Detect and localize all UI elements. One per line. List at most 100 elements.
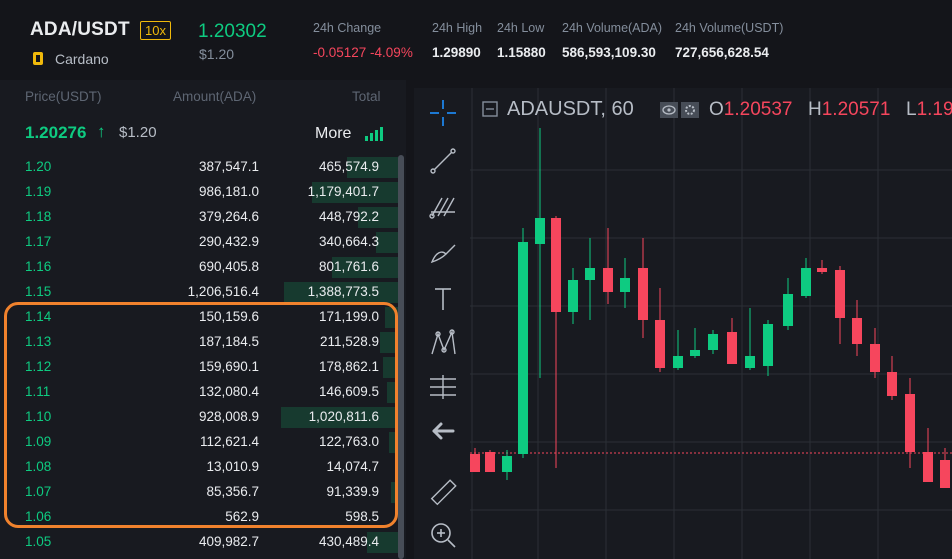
orderbook-row[interactable]: 1.06 562.9 598.5	[0, 505, 398, 530]
orderbook-row[interactable]: 1.11 132,080.4 146,609.5	[0, 380, 398, 405]
row-total: 171,199.0	[318, 309, 379, 324]
depth-bar	[281, 407, 398, 428]
candle	[518, 228, 528, 458]
col-amount-header: Amount(ADA)	[173, 89, 257, 104]
row-price: 1.15	[25, 284, 52, 299]
stat-value-change: -0.05127 -4.09%	[313, 45, 413, 60]
depth-bar	[389, 432, 398, 453]
orderbook-row[interactable]: 1.07 85,356.7 91,339.9	[0, 480, 398, 505]
ticker-header: ADA/USDT 10x Cardano 1.20302 $1.20 24h C…	[0, 0, 952, 80]
orderbook-row[interactable]: 1.19 986,181.0 1,179,401.7	[0, 180, 398, 205]
row-price: 1.05	[25, 534, 52, 549]
eye-gear-icon[interactable]	[660, 102, 700, 118]
orderbook-row[interactable]: 1.10 928,008.9 1,020,811.6	[0, 405, 398, 430]
text-icon[interactable]	[428, 284, 458, 314]
candle	[620, 258, 630, 308]
candle	[923, 428, 933, 482]
row-price: 1.13	[25, 334, 52, 349]
coin-name-link[interactable]: Cardano	[55, 51, 109, 67]
signal-bars-icon[interactable]	[365, 127, 385, 141]
orderbook-row[interactable]: 1.05 409,982.7 430,489.4	[0, 530, 398, 555]
row-total: 211,528.9	[319, 334, 379, 349]
orderbook-row[interactable]: 1.16 690,405.8 801,761.6	[0, 255, 398, 280]
candle	[690, 328, 700, 358]
row-total: 14,074.7	[326, 459, 379, 474]
candle	[551, 216, 561, 468]
orderbook-row[interactable]: 1.12 159,690.1 178,862.1	[0, 355, 398, 380]
chart-symbol-title[interactable]: ADAUSDT, 60	[507, 98, 634, 120]
row-total: 178,862.1	[318, 359, 379, 374]
row-amount: 409,982.7	[198, 534, 259, 549]
ruler-icon[interactable]	[428, 478, 458, 508]
leverage-badge[interactable]: 10x	[140, 21, 171, 40]
row-amount: 150,159.6	[198, 309, 259, 324]
row-total: 465,574.9	[318, 159, 379, 174]
collapse-icon[interactable]	[482, 101, 498, 117]
fib-icon[interactable]	[428, 192, 458, 222]
candle	[655, 288, 665, 372]
ohlc-high: H1.20571	[808, 99, 891, 120]
row-price: 1.18	[25, 209, 52, 224]
orderbook-row[interactable]: 1.20 387,547.1 465,574.9	[0, 155, 398, 180]
row-total: 91,339.9	[326, 484, 379, 499]
chart-canvas[interactable]	[470, 88, 952, 559]
candle	[727, 318, 737, 364]
pair-symbol[interactable]: ADA/USDT	[30, 19, 130, 40]
candle	[852, 300, 862, 356]
row-total: 801,761.6	[318, 259, 379, 274]
pattern-icon[interactable]	[428, 328, 458, 358]
orderbook-row[interactable]: 1.15 1,206,516.4 1,388,773.5	[0, 280, 398, 305]
order-book: Price(USDT) Amount(ADA) Total 1.20276 ↑ …	[0, 80, 406, 559]
brush-icon[interactable]	[428, 238, 458, 268]
stat-value-volume-ada: 586,593,109.30	[562, 45, 656, 60]
candle	[763, 320, 773, 376]
mid-price-usd: $1.20	[119, 124, 157, 141]
orderbook-row[interactable]: 1.13 187,184.5 211,528.9	[0, 330, 398, 355]
candle	[835, 266, 845, 344]
depth-bar	[380, 332, 398, 353]
candlestick-chart[interactable]	[470, 88, 952, 559]
candle	[887, 356, 897, 400]
measure-icon[interactable]	[428, 372, 458, 402]
stat-label-change: 24h Change	[313, 21, 382, 35]
candle	[783, 278, 793, 330]
more-button[interactable]: More	[315, 125, 352, 142]
depth-bar	[391, 482, 398, 503]
orderbook-scrollbar[interactable]	[398, 155, 404, 559]
candle	[870, 328, 880, 378]
depth-bar	[332, 257, 398, 278]
row-total: 146,609.5	[318, 384, 379, 399]
orderbook-row[interactable]: 1.18 379,264.6 448,792.2	[0, 205, 398, 230]
zoom-in-icon[interactable]	[428, 520, 458, 550]
stat-label-volume-usdt: 24h Volume(USDT)	[675, 21, 784, 35]
row-total: 1,388,773.5	[307, 284, 379, 299]
row-amount: 387,547.1	[198, 159, 259, 174]
highlight-annotation	[4, 302, 398, 528]
candle	[585, 238, 595, 320]
row-amount: 690,405.8	[198, 259, 259, 274]
trend-line-icon[interactable]	[428, 146, 458, 176]
row-price: 1.16	[25, 259, 52, 274]
row-total: 430,489.4	[318, 534, 379, 549]
candle	[470, 448, 480, 472]
orderbook-row[interactable]: 1.17 290,432.9 340,664.3	[0, 230, 398, 255]
row-amount: 13,010.9	[206, 459, 259, 474]
orderbook-row[interactable]: 1.09 112,621.4 122,763.0	[0, 430, 398, 455]
row-price: 1.14	[25, 309, 52, 324]
last-price: 1.20302	[198, 21, 267, 42]
candle	[485, 450, 495, 472]
stat-label-low: 24h Low	[497, 21, 545, 35]
row-amount: 159,690.1	[198, 359, 259, 374]
candle	[905, 378, 915, 468]
row-amount: 85,356.7	[206, 484, 259, 499]
orderbook-row[interactable]: 1.14 150,159.6 171,199.0	[0, 305, 398, 330]
drawing-toolbar	[414, 88, 470, 559]
crosshair-icon[interactable]	[428, 98, 458, 128]
row-amount: 1,206,516.4	[187, 284, 259, 299]
depth-bar	[367, 532, 398, 553]
stat-label-volume-ada: 24h Volume(ADA)	[562, 21, 663, 35]
candle	[817, 260, 827, 274]
back-arrow-icon[interactable]	[428, 416, 458, 446]
row-price: 1.06	[25, 509, 52, 524]
stat-label-high: 24h High	[432, 21, 483, 35]
